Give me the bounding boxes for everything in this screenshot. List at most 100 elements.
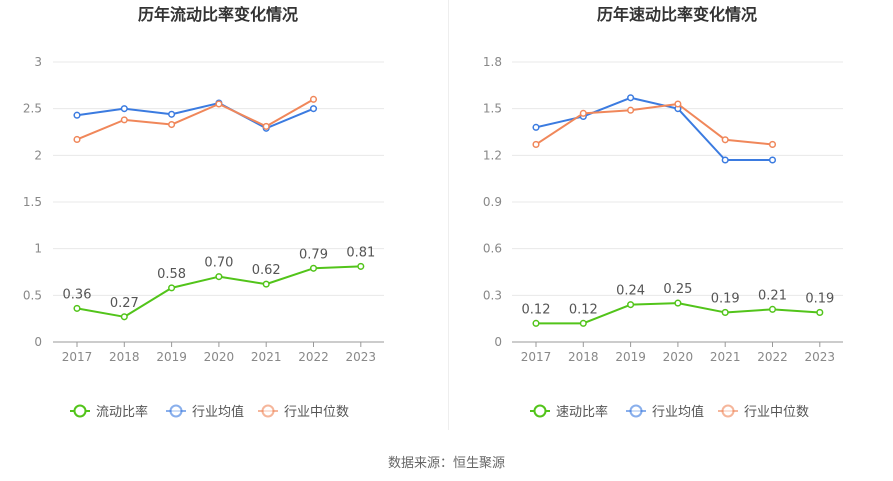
data-point [73, 111, 81, 119]
data-point [768, 140, 777, 148]
data-label: 0.79 [299, 247, 328, 262]
data-label: 0.27 [110, 296, 139, 311]
data-point [120, 116, 128, 124]
x-tick-label: 2023 [346, 350, 377, 364]
y-tick-label: 0.5 [23, 288, 42, 302]
y-tick-label: 1 [34, 242, 42, 256]
x-tick-label: 2019 [615, 350, 646, 364]
legend-item: 行业中位数 [718, 404, 809, 420]
data-point [215, 100, 223, 108]
data-point [309, 264, 318, 272]
y-tick-label: 0 [34, 335, 42, 349]
data-point [215, 273, 223, 281]
series-line [535, 103, 773, 146]
data-label: 0.81 [346, 245, 375, 260]
data-point [532, 319, 540, 327]
legend-item: 速动比率 [530, 404, 608, 420]
data-point [120, 105, 128, 113]
legend-label: 行业均值 [652, 404, 704, 420]
legend-marker [169, 404, 183, 418]
data-point [674, 100, 682, 108]
y-tick-label: 1.8 [483, 55, 502, 69]
x-tick-label: 2020 [663, 350, 694, 364]
data-point [168, 284, 176, 292]
y-tick-label: 3 [34, 55, 42, 69]
x-tick-label: 2021 [710, 350, 741, 364]
y-tick-label: 0 [494, 335, 502, 349]
source-note: 数据来源：恒生聚源 [387, 456, 505, 471]
legend-label: 行业均值 [192, 404, 244, 420]
y-tick-label: 1.5 [483, 102, 502, 116]
data-point [816, 308, 824, 316]
x-tick-label: 2019 [156, 350, 187, 364]
data-label: 0.58 [157, 267, 186, 282]
data-point [768, 156, 777, 164]
data-label: 0.36 [63, 287, 92, 302]
legend-marker [721, 404, 735, 418]
data-point [627, 94, 635, 102]
y-tick-label: 1.5 [23, 195, 42, 209]
data-label: 0.62 [252, 263, 281, 278]
legend-label: 速动比率 [556, 404, 608, 420]
data-point [120, 313, 128, 321]
data-point [262, 122, 270, 130]
chart-title: 历年流动比率变化情况 [138, 5, 298, 24]
y-tick-label: 2 [34, 148, 42, 162]
x-tick-label: 2017 [521, 350, 552, 364]
data-label: 0.12 [522, 302, 551, 317]
data-point [721, 308, 729, 316]
data-point [674, 299, 682, 307]
x-tick-label: 2023 [805, 350, 836, 364]
data-point [168, 110, 176, 118]
data-point [532, 123, 540, 131]
x-tick-label: 2018 [568, 350, 599, 364]
y-tick-label: 2.5 [23, 102, 42, 116]
x-tick-label: 2022 [298, 350, 329, 364]
data-label: 0.70 [204, 256, 233, 271]
data-label: 0.19 [805, 291, 834, 306]
data-label: 0.25 [663, 282, 692, 297]
data-point [579, 109, 587, 117]
x-tick-label: 2020 [204, 350, 235, 364]
data-point [309, 95, 318, 103]
x-tick-label: 2017 [62, 350, 93, 364]
data-point [532, 140, 540, 148]
data-point [627, 301, 635, 309]
data-point [357, 262, 365, 270]
data-point [627, 106, 635, 114]
data-label: 0.21 [758, 288, 787, 303]
data-point [262, 280, 270, 288]
y-tick-label: 0.6 [483, 242, 502, 256]
legend-marker [629, 404, 643, 418]
data-label: 0.24 [616, 284, 645, 299]
legend-marker [533, 404, 547, 418]
data-label: 0.12 [569, 302, 598, 317]
legend-label: 行业中位数 [744, 405, 809, 420]
x-tick-label: 2021 [251, 350, 282, 364]
legend-label: 流动比率 [96, 404, 148, 420]
legend-marker [73, 404, 87, 418]
data-point [768, 305, 777, 313]
y-tick-label: 0.9 [483, 195, 502, 209]
chart-title: 历年速动比率变化情况 [597, 5, 757, 24]
legend-marker [261, 404, 275, 418]
chart-right: 历年速动比率变化情况 0 0.3 0.6 0.9 1.2 1.5 1.8 2017 2018 201… [483, 5, 843, 420]
data-point [73, 304, 81, 312]
data-label: 0.19 [711, 291, 740, 306]
x-tick-label: 2022 [757, 350, 788, 364]
panel-divider [448, 0, 449, 430]
y-tick-label: 1.2 [483, 148, 502, 162]
legend-item: 流动比率 [70, 404, 148, 420]
legend-item: 行业均值 [626, 404, 704, 420]
data-point [309, 105, 318, 113]
data-point [73, 135, 81, 144]
data-point [168, 120, 176, 129]
y-tick-label: 0.3 [483, 288, 502, 302]
legend-item: 行业均值 [166, 404, 244, 420]
series-line [76, 102, 314, 130]
legend-label: 行业中位数 [284, 405, 349, 420]
chart-left: 历年流动比率变化情况 0 0.5 1 1.5 2 2.5 3 2017 2018 2019 2020 2… [23, 5, 384, 420]
series-line [76, 98, 314, 141]
data-point [721, 156, 729, 164]
data-point [579, 319, 587, 327]
